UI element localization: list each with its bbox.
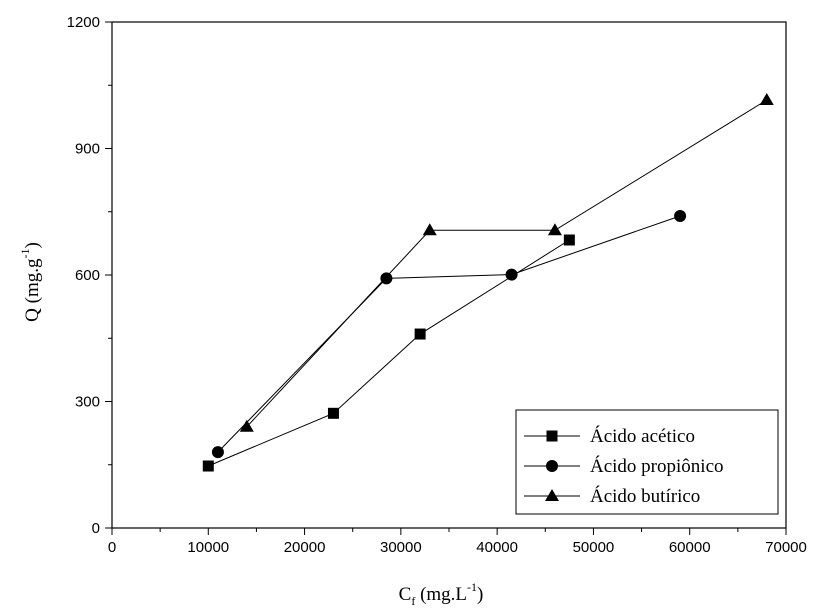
data-point <box>202 460 214 472</box>
x-tick-label: 60000 <box>669 539 711 556</box>
data-point <box>327 407 339 419</box>
series-triangle <box>239 93 774 432</box>
data-point <box>505 268 518 281</box>
series-square <box>202 234 575 472</box>
y-tick-label: 1200 <box>67 14 100 31</box>
y-tick-label: 0 <box>92 520 100 537</box>
x-tick-label: 30000 <box>380 539 422 556</box>
y-axis: 0 300 600 900 1200 <box>67 14 112 537</box>
legend-marker <box>546 430 558 442</box>
data-point <box>414 328 426 340</box>
legend-marker <box>546 460 558 472</box>
data-point <box>422 223 437 236</box>
legend-entry: Ácido acético <box>524 425 695 447</box>
series-line <box>208 239 570 467</box>
legend-marker <box>545 489 559 501</box>
series-layer <box>202 93 774 472</box>
y-tick-label: 900 <box>75 141 100 158</box>
x-tick-label: 20000 <box>284 539 326 556</box>
legend-label: Ácido propiônico <box>590 455 724 477</box>
series-line <box>246 99 768 428</box>
y-tick-label: 300 <box>75 394 100 411</box>
data-point <box>239 419 254 432</box>
x-tick-label: 50000 <box>573 539 615 556</box>
y-axis-title: Q (mg.g-1) <box>18 242 43 322</box>
x-tick-label: 70000 <box>765 539 807 556</box>
x-axis: 0 10000 20000 30000 40000 50000 60000 70000 <box>108 528 807 556</box>
legend-entry: Ácido propiônico <box>524 455 724 477</box>
x-tick-label: 0 <box>108 539 116 556</box>
data-point <box>759 93 774 106</box>
x-tick-label: 40000 <box>476 539 518 556</box>
legend-entry: Ácido butírico <box>524 485 700 507</box>
legend-label: Ácido butírico <box>590 485 700 507</box>
legend-label: Ácido acético <box>590 425 695 447</box>
x-axis-title: Cf (mg.L-1) <box>399 580 484 608</box>
x-tick-label: 10000 <box>187 539 229 556</box>
data-point <box>380 272 393 285</box>
data-point <box>563 234 575 246</box>
data-point <box>674 209 687 222</box>
legend-box <box>515 409 779 515</box>
series-line <box>217 215 681 453</box>
data-point <box>547 223 562 236</box>
data-point <box>211 446 224 459</box>
y-tick-label: 600 <box>75 267 100 284</box>
legend: Ácido acético Ácido propiônico Ácido butír… <box>515 409 779 515</box>
series-circle <box>211 209 687 459</box>
